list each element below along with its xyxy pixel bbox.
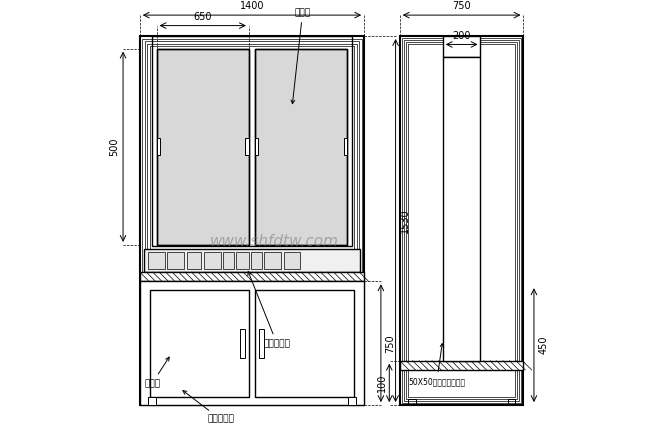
Polygon shape (344, 138, 348, 155)
Polygon shape (168, 253, 184, 269)
Polygon shape (255, 49, 348, 245)
Polygon shape (348, 397, 355, 405)
Text: 1530: 1530 (399, 208, 410, 233)
Polygon shape (140, 281, 364, 405)
Polygon shape (264, 253, 281, 269)
Text: www.shfdtw.com: www.shfdtw.com (210, 234, 338, 249)
Polygon shape (140, 272, 364, 281)
Text: 电源柜: 电源柜 (144, 357, 169, 388)
Text: 750: 750 (385, 334, 395, 352)
Polygon shape (399, 361, 524, 370)
Polygon shape (443, 57, 480, 361)
Text: 铝合金柜门: 铝合金柜门 (183, 391, 234, 424)
Polygon shape (252, 253, 262, 269)
Polygon shape (246, 138, 249, 155)
Text: 200: 200 (453, 31, 471, 41)
Polygon shape (156, 138, 160, 155)
Polygon shape (260, 328, 264, 358)
Polygon shape (255, 138, 258, 155)
Polygon shape (144, 249, 360, 272)
Polygon shape (204, 253, 221, 269)
Polygon shape (443, 36, 480, 57)
Polygon shape (187, 253, 202, 269)
Text: 理化板台面: 理化板台面 (248, 271, 290, 348)
Text: 1400: 1400 (240, 1, 264, 11)
Text: 100: 100 (377, 374, 387, 392)
Text: 650: 650 (193, 12, 212, 22)
Text: 750: 750 (452, 1, 471, 11)
Text: 500: 500 (109, 138, 119, 156)
Text: 网孔板: 网孔板 (291, 8, 311, 104)
Polygon shape (237, 253, 249, 269)
Polygon shape (240, 328, 244, 358)
Polygon shape (148, 253, 165, 269)
Polygon shape (223, 253, 234, 269)
Polygon shape (284, 253, 300, 269)
Polygon shape (148, 397, 156, 405)
Text: 50X50工业铝型材龙架: 50X50工业铝型材龙架 (408, 344, 465, 386)
Text: 450: 450 (538, 336, 548, 354)
Polygon shape (156, 49, 249, 245)
